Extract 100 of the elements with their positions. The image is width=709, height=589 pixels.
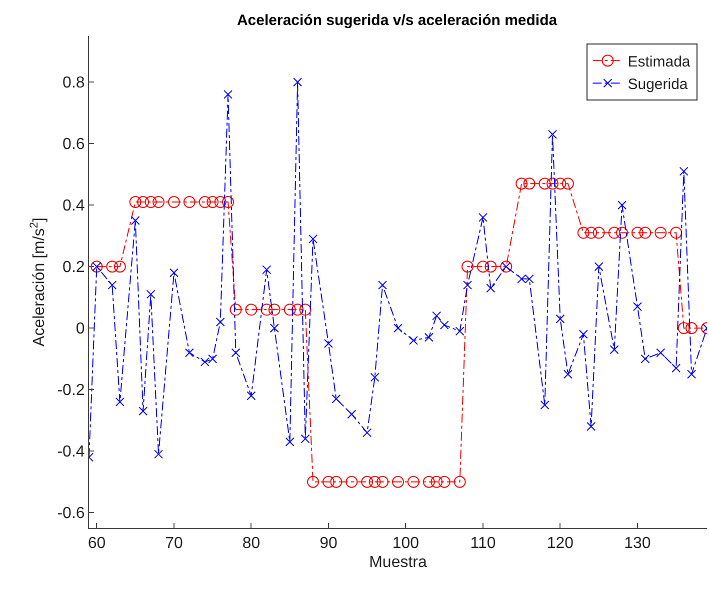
y-tick-label: -0.6 <box>57 505 85 522</box>
point <box>206 196 219 208</box>
x-tick-label: 130 <box>624 535 651 552</box>
point <box>394 324 402 333</box>
point <box>200 357 210 366</box>
point <box>270 324 279 333</box>
point <box>216 317 225 326</box>
point <box>231 348 240 358</box>
point <box>138 406 148 416</box>
point <box>438 476 450 488</box>
point <box>654 226 667 239</box>
point <box>407 476 420 488</box>
y-tick-label: 0.4 <box>62 198 85 215</box>
point <box>152 196 165 208</box>
point <box>330 476 342 488</box>
point <box>293 78 302 87</box>
point <box>168 196 180 208</box>
point <box>594 262 604 272</box>
y-tick-label: -0.4 <box>57 444 85 461</box>
point <box>687 370 696 379</box>
point <box>130 216 140 225</box>
point <box>608 226 620 239</box>
point <box>424 332 434 342</box>
point <box>285 437 294 446</box>
point <box>586 422 596 432</box>
y-tick-label: 0.2 <box>62 259 85 276</box>
point <box>346 476 358 488</box>
point <box>408 336 418 345</box>
point <box>585 226 598 239</box>
y-tick-label: 0.8 <box>62 74 85 92</box>
point <box>686 322 698 334</box>
point <box>307 476 320 488</box>
chart-title: Aceleración sugerida v/s aceleración medida <box>236 12 558 30</box>
point <box>679 166 688 176</box>
point <box>284 304 296 316</box>
point <box>516 178 528 190</box>
point <box>144 196 157 208</box>
point <box>548 130 557 139</box>
point <box>362 428 372 438</box>
x-tick-label: 70 <box>165 535 183 552</box>
point <box>308 234 318 244</box>
point <box>672 364 681 373</box>
point <box>260 304 273 316</box>
point <box>332 394 341 404</box>
point <box>639 226 652 239</box>
point <box>224 90 233 99</box>
point <box>324 339 333 348</box>
point <box>108 280 117 290</box>
point <box>476 260 489 273</box>
point <box>146 290 156 299</box>
point <box>368 476 381 488</box>
point <box>523 178 536 190</box>
point <box>183 196 196 208</box>
x-axis-title: Muestra <box>369 554 427 571</box>
point <box>632 302 642 312</box>
point <box>486 284 496 293</box>
point <box>554 178 566 190</box>
point <box>246 391 256 400</box>
point <box>631 226 644 239</box>
point <box>268 304 280 316</box>
point <box>670 226 682 239</box>
point <box>129 196 142 208</box>
point <box>538 178 551 190</box>
point <box>422 476 435 488</box>
point <box>361 476 374 488</box>
point <box>106 260 118 273</box>
point <box>300 434 310 444</box>
x-tick-label: 90 <box>320 535 338 552</box>
point <box>198 196 211 208</box>
point <box>322 476 334 488</box>
y-tick-label: 0 <box>76 320 85 338</box>
point <box>546 178 558 190</box>
point <box>610 345 619 354</box>
point <box>455 326 464 336</box>
point <box>540 400 550 410</box>
point <box>245 304 258 316</box>
point <box>299 304 312 316</box>
point <box>378 280 388 290</box>
point <box>208 354 218 364</box>
point <box>556 314 565 324</box>
point <box>640 354 650 364</box>
legend-label: Sugerida <box>628 76 688 93</box>
point <box>463 280 472 290</box>
point <box>563 370 572 379</box>
point <box>462 260 474 273</box>
point <box>616 226 628 239</box>
point <box>376 476 389 488</box>
point <box>169 268 178 278</box>
y-tick-label: 0.6 <box>62 136 85 154</box>
point <box>618 200 627 210</box>
point <box>484 260 497 273</box>
x-tick-label: 80 <box>242 535 260 552</box>
point <box>115 397 124 406</box>
x-tick-label: 120 <box>546 535 574 552</box>
legend-label: Estimada <box>628 53 691 70</box>
x-tick-label: 110 <box>470 535 496 552</box>
point <box>432 311 442 320</box>
point <box>347 410 356 419</box>
point <box>678 322 690 334</box>
point <box>214 196 226 208</box>
